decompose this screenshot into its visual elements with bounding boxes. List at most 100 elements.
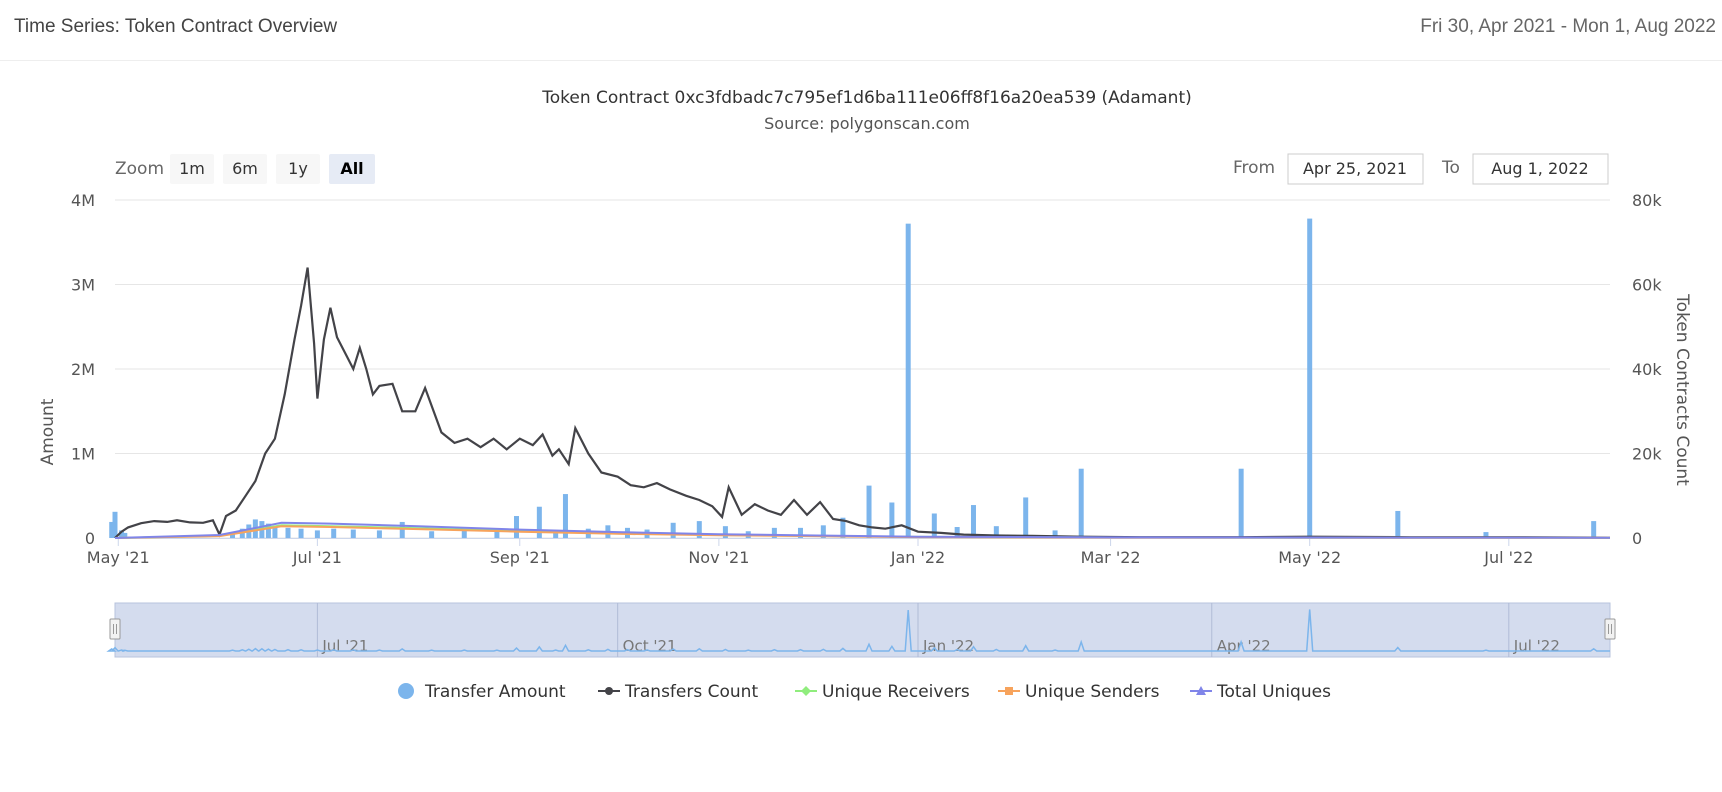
transfer-amount-bar [954,527,960,538]
x-tick-label: May '21 [87,548,150,567]
transfer-amount-bar [122,532,128,538]
chart: Token Contract 0xc3fdbadc7c795ef1d6ba111… [38,88,1692,702]
transfer-amount-bar [265,523,271,538]
transfer-amount-bar [350,529,356,538]
legend: Transfer Amount Transfers Count Unique Rec… [398,682,1331,702]
y2-tick-label: 60k [1632,276,1662,295]
zoom-button-1y[interactable]: 1y [276,154,320,184]
transfer-amount-bar [970,505,976,538]
grid [115,199,1610,539]
total-uniques-line [114,521,1611,539]
zoom-button-label: 6m [232,159,258,178]
legend-item-transfers-count[interactable]: Transfers Count [598,682,758,702]
navigator-tick-label: Jul '22 [1513,637,1560,655]
legend-item-unique-senders[interactable]: Unique Senders [998,682,1160,702]
transfer-amount-bar [112,511,118,538]
navigator-tick-label: Jul '21 [321,637,368,655]
x-tick-label: Jan '22 [890,548,946,567]
y2-tick-label: 80k [1632,191,1662,210]
to-date-input[interactable]: Aug 1, 2022 [1472,153,1609,185]
from-label: From [1233,158,1275,178]
x-tick-label: Mar '22 [1081,548,1141,567]
transfer-amount-bar [109,521,115,538]
navigator[interactable]: Jul '21 Oct '21 Jan '22 Apr '22 Jul '22 [106,602,1616,658]
zoom-button-label: All [340,159,363,178]
zoom-button-label: 1m [179,159,205,178]
navigator-tick-label: Jan '22 [922,637,974,655]
y2-tick-label: 20k [1632,445,1662,464]
y-tick-label: 2M [71,360,95,379]
y-axis-ticks: 0 1M 2M 3M 4M [71,191,95,548]
transfer-amount-bar [840,517,846,538]
transfer-amount-bar [553,530,559,538]
x-tick-label: Jul '22 [1483,548,1533,567]
transfer-amount-bar [1023,497,1029,538]
legend-label: Transfers Count [624,682,758,702]
legend-label: Total Uniques [1216,682,1331,702]
x-axis-ticks: May '21 Jul '21 Sep '21 Nov '21 Jan '22 Mar '… [87,538,1610,567]
transfer-amount-bar [272,526,278,538]
transfer-amount-bar [771,527,777,538]
transfer-amount-bar [376,530,382,538]
transfer-amount-bar [119,530,125,538]
navigator-handle-left[interactable] [109,618,121,640]
zoom-button-all[interactable]: All [329,154,375,184]
transfer-amount-bar [1052,530,1058,538]
zoom-buttons: 1m 6m 1y All [170,154,375,184]
navigator-handle-right[interactable] [1604,618,1616,640]
transfer-amount-bar [285,527,291,538]
legend-item-unique-receivers[interactable]: Unique Receivers [795,682,970,702]
zoom-button-1m[interactable]: 1m [170,154,214,184]
transfer-amount-bars [109,218,1597,538]
transfer-amount-bar [993,526,999,538]
transfer-amount-bar [931,513,937,538]
legend-symbol [398,683,414,699]
zoom-label: Zoom [115,159,164,179]
to-label: To [1441,158,1460,178]
transfer-amount-bar [298,528,304,538]
transfer-amount-bar [696,521,702,538]
y-axis-title: Amount [38,398,58,465]
legend-label: Unique Receivers [822,682,970,702]
zoom-button-6m[interactable]: 6m [223,154,267,184]
page-header: Time Series: Token Contract Overview Fri… [0,0,1722,61]
transfer-amount-bar [1307,218,1313,538]
transfer-amount-bar [513,516,519,538]
transfer-amount-bar [314,530,320,538]
legend-item-total-uniques[interactable]: Total Uniques [1190,682,1331,702]
x-tick-label: May '22 [1278,548,1341,567]
transfer-amount-bar [562,494,568,538]
transfer-amount-bar [429,531,435,538]
transfer-amount-bar [230,532,236,538]
chart-title: Token Contract 0xc3fdbadc7c795ef1d6ba111… [541,88,1192,108]
transfer-amount-bar [1078,468,1084,538]
legend-label: Unique Senders [1025,682,1160,702]
transfer-amount-bar [494,531,500,538]
x-tick-label: Sep '21 [490,548,550,567]
transfer-amount-bar [670,522,676,538]
series-lines [114,267,1611,539]
legend-label: Transfer Amount [424,682,566,702]
transfer-amount-bar [722,526,728,538]
transfer-amount-bar [1238,468,1244,538]
transfer-amount-bar [1395,510,1401,538]
legend-item-transfer-amount[interactable]: Transfer Amount [398,682,566,702]
x-tick-label: Jul '21 [292,548,342,567]
transfer-amount-bar [1591,521,1597,538]
navigator-tick-label: Apr '22 [1217,637,1271,655]
navigator-series [106,609,1610,652]
y-tick-label: 1M [71,445,95,464]
transfer-amount-bar [331,528,337,538]
chart-subtitle: Source: polygonscan.com [764,114,970,133]
y-tick-label: 4M [71,191,95,210]
transfer-amount-bar [399,521,405,538]
from-date-input[interactable]: Apr 25, 2021 [1287,153,1424,185]
from-date-value: Apr 25, 2021 [1303,159,1407,178]
y-tick-label: 3M [71,276,95,295]
page-title: Time Series: Token Contract Overview [14,16,338,37]
transfer-amount-bar [866,485,872,538]
transfer-amount-bar [905,223,911,538]
to-date-value: Aug 1, 2022 [1491,159,1588,178]
transfer-amount-bar [536,506,542,538]
y2-axis-title: Token Contracts Count [1672,293,1692,486]
